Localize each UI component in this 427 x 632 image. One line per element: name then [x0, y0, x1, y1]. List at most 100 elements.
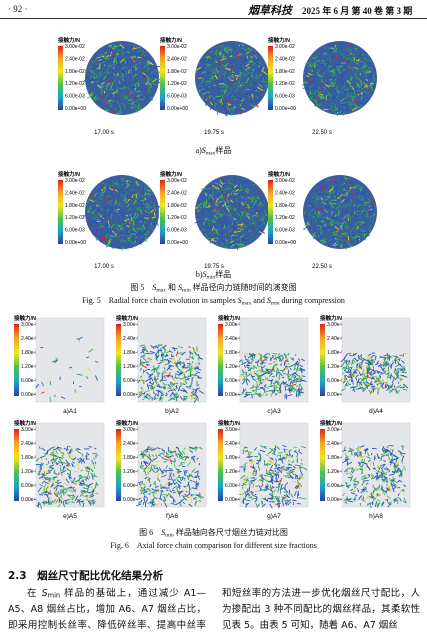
force-chain [157, 344, 160, 349]
force-chain [187, 482, 190, 488]
force-chain [244, 355, 247, 359]
force-chain [139, 201, 143, 204]
force-chain [353, 478, 356, 483]
force-chain [385, 449, 390, 452]
text-run: S [201, 146, 206, 155]
colorbar-title: 接触力/N [58, 36, 80, 44]
force-chain [71, 500, 76, 504]
force-chain [274, 363, 277, 366]
issue-info: 2025 年 6 月 第 40 卷 第 3 期 [302, 6, 413, 16]
force-chain [247, 367, 251, 372]
force-chain [177, 471, 180, 475]
force-chain [254, 498, 258, 503]
force-chain [97, 66, 100, 70]
force-chain [41, 447, 46, 452]
force-chain [214, 204, 219, 207]
force-chain [336, 63, 339, 66]
force-chain [126, 59, 129, 65]
force-chain [213, 214, 218, 219]
force-chain [262, 446, 267, 449]
force-chain [241, 222, 247, 227]
force-chain [96, 206, 99, 213]
force-chain [319, 95, 326, 98]
subscript: min [270, 300, 280, 307]
force-chain [364, 386, 367, 390]
force-chain [172, 376, 176, 381]
force-chain [258, 484, 262, 491]
force-chain [254, 205, 258, 209]
force-chain [153, 83, 157, 86]
force-chain [226, 99, 232, 105]
force-chain [164, 362, 171, 366]
force-chain [263, 383, 267, 388]
force-chain [359, 192, 365, 197]
force-chain [383, 354, 388, 357]
force-chain [336, 220, 342, 225]
force-chain [226, 193, 229, 199]
force-chain [143, 369, 148, 373]
force-chain [343, 236, 348, 239]
force-chain [129, 65, 132, 69]
force-chain [232, 47, 237, 50]
force-chain [360, 79, 363, 86]
force-chain [335, 241, 339, 245]
force-chain [95, 86, 98, 89]
force-chain [249, 80, 253, 84]
force-chain [88, 78, 95, 82]
force-chain [224, 201, 227, 207]
force-chain [258, 95, 261, 102]
force-chain [328, 243, 331, 246]
force-chain [334, 191, 337, 197]
force-chain [382, 489, 388, 494]
force-chain [304, 76, 309, 80]
force-chain [242, 377, 248, 381]
colorbar-title: 接触力/N [268, 170, 290, 178]
colorbar-label: 1.80e-02 [225, 350, 245, 356]
journal-name: 烟草科技 [248, 5, 292, 17]
force-chain [249, 478, 256, 483]
force-chain [349, 186, 352, 191]
force-chain [155, 70, 161, 73]
colorbar-label: 3.00e-02 [225, 427, 245, 433]
force-chain [244, 449, 249, 453]
force-chain [231, 214, 234, 217]
force-chain [320, 60, 323, 63]
force-chain [104, 212, 107, 218]
force-chain [354, 103, 359, 109]
force-chain [291, 380, 295, 385]
force-chain [63, 482, 70, 487]
force-chain [89, 500, 92, 503]
force-chain [120, 213, 124, 218]
force-chain [293, 377, 296, 381]
colorbar-label: 6.00e-03 [275, 228, 295, 234]
force-chain [314, 217, 319, 222]
force-chain [58, 491, 62, 495]
force-chain [137, 394, 143, 398]
force-chain [368, 389, 372, 394]
force-chain [326, 55, 330, 60]
force-chain [243, 80, 246, 84]
force-chain [169, 457, 171, 461]
panel-label: a)A1 [63, 408, 77, 415]
force-chain [223, 73, 226, 77]
force-chain [121, 230, 124, 235]
force-chain [362, 381, 366, 385]
force-chain [84, 68, 89, 71]
force-chain [111, 187, 115, 190]
force-chain [163, 455, 170, 459]
force-chain [54, 459, 57, 464]
force-chain [87, 83, 92, 87]
force-chain [336, 241, 341, 245]
force-chain [352, 353, 357, 356]
force-chain [100, 189, 104, 192]
force-chain [287, 369, 290, 375]
force-chain [132, 228, 134, 231]
force-chain [277, 499, 279, 505]
force-chain [348, 215, 351, 219]
force-chain [253, 185, 258, 189]
force-chain [366, 456, 372, 460]
force-chain [256, 383, 258, 390]
force-chain [133, 180, 137, 184]
force-network [35, 445, 99, 509]
force-chain [368, 473, 371, 478]
